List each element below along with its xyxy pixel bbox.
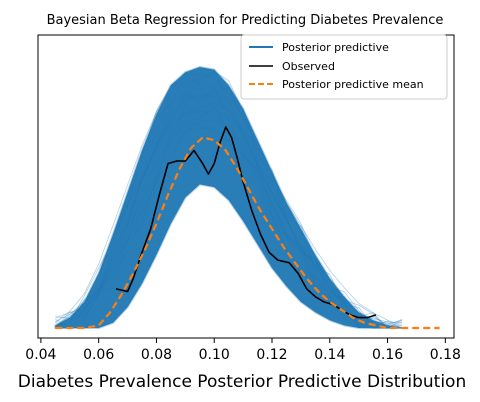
posterior-predictive-draw — [55, 93, 403, 328]
x-tick-label: 0.04 — [25, 347, 56, 363]
posterior-predictive-draw — [55, 105, 402, 329]
x-tick-label: 0.08 — [141, 347, 172, 363]
posterior-predictive-draw — [55, 119, 403, 329]
posterior-predictive-draw — [55, 110, 403, 329]
legend-label-posterior-mean: Posterior predictive mean — [282, 78, 424, 91]
x-tick-label: 0.12 — [256, 347, 287, 363]
observed-line — [115, 126, 377, 319]
posterior-predictive-draw — [55, 123, 403, 329]
posterior-predictive-draw — [55, 84, 403, 329]
posterior-predictive-draw — [55, 86, 403, 329]
legend-label-posterior-predictive: Posterior predictive — [282, 41, 389, 54]
posterior-predictive-draw — [55, 127, 403, 329]
x-tick-label: 0.16 — [372, 347, 403, 363]
legend-label-observed: Observed — [282, 60, 335, 73]
x-axis-label: Diabetes Prevalence Posterior Predictive… — [18, 372, 466, 392]
legend-box — [240, 34, 448, 100]
posterior-predictive-draw — [55, 73, 403, 327]
legend: Posterior predictive Observed Posterior … — [240, 34, 448, 100]
plot-area — [54, 65, 440, 330]
x-tick-label: 0.14 — [314, 347, 345, 363]
posterior-predictive-draws — [55, 69, 403, 329]
x-tick-label: 0.10 — [199, 347, 230, 363]
chart-title: Bayesian Beta Regression for Predicting … — [47, 13, 444, 28]
x-tick-label: 0.06 — [83, 347, 114, 363]
posterior-predictive-draw — [55, 105, 403, 329]
posterior-predictive-band — [54, 65, 403, 329]
x-tick-label: 0.18 — [430, 347, 461, 363]
posterior-predictive-draw — [55, 102, 403, 329]
posterior-predictive-mean-line — [55, 136, 440, 330]
posterior-predictive-draw — [55, 71, 402, 329]
posterior-predictive-draw — [55, 69, 403, 329]
x-axis-ticks: 0.04 0.06 0.08 0.10 0.12 0.14 0.16 0.18 — [25, 338, 461, 363]
